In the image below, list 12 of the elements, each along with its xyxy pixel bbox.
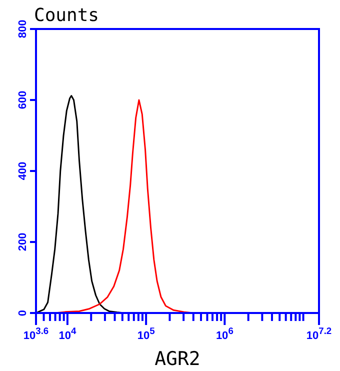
x-tick-label: 10$^{5}$: [137, 326, 155, 342]
y-tick-label: 400: [17, 162, 29, 180]
y-tick-label: 600: [17, 90, 29, 110]
y-tick-label: 200: [17, 232, 29, 252]
y-tick-label: 0: [17, 310, 29, 316]
x-tick-label: 10$^{6}$: [216, 326, 234, 342]
x-tick-label: 10$^{3.6}$: [23, 326, 49, 342]
x-tick-label: 10$^{7.2}$: [306, 326, 332, 342]
y-axis-title: Counts: [34, 5, 100, 26]
x-axis-title: AGR2: [154, 348, 200, 370]
y-tick-label: 800: [17, 20, 29, 38]
x-tick-label: 10$^{4}$: [58, 326, 77, 342]
